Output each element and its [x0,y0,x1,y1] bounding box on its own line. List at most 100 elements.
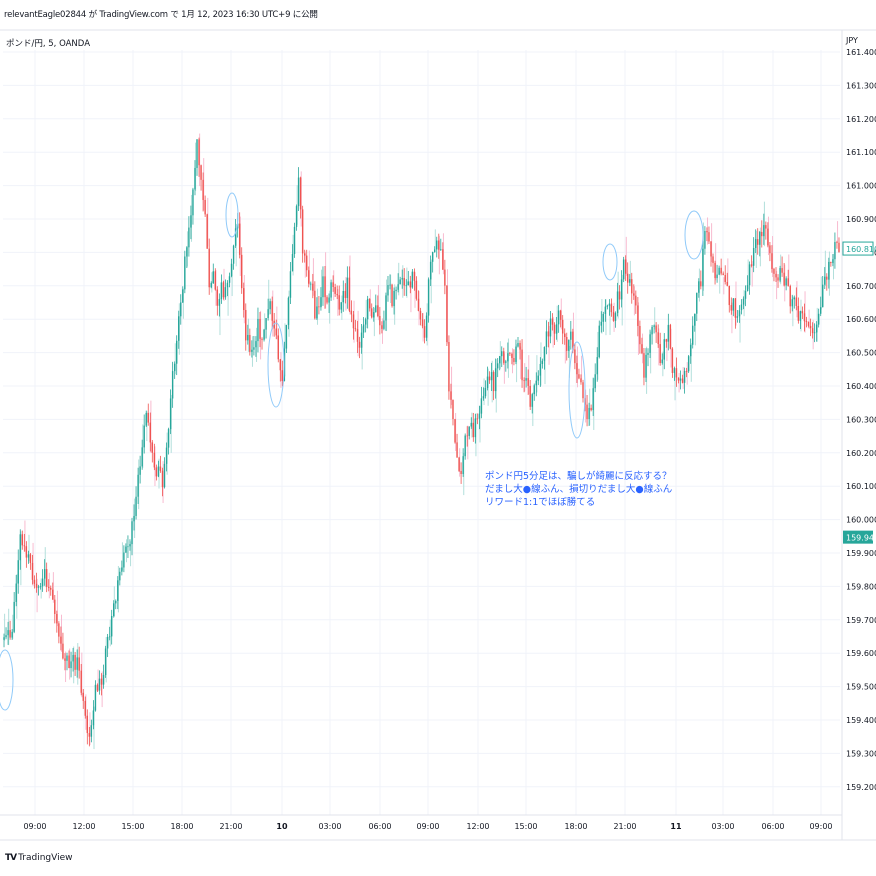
annotation-ellipse [0,649,14,711]
candle-body [708,232,710,242]
candle-body [180,302,182,317]
candle-body [474,418,477,438]
candle-body [598,325,600,358]
candle-body [62,643,64,659]
candle-body [572,331,574,350]
candle-body [561,319,564,334]
candle-body [594,374,596,389]
candle-body [612,312,615,321]
candle-body [696,292,698,314]
price-tick-label: 159.500 [846,683,876,692]
candle-body [742,298,745,305]
candle-body [108,636,111,638]
candle-body [529,385,531,407]
annotation-line: だまし大●線ふん、損切りだまし大●線ふん [485,483,672,495]
candle-body [133,515,135,522]
candle-body [210,283,212,288]
candle-body [11,631,13,638]
candle-body [352,314,355,329]
candle-body [714,262,716,279]
candle-body [602,313,605,322]
candle-body [238,223,241,255]
candle-body [763,225,765,237]
candle-body [425,315,428,338]
candle-body [222,282,225,298]
candle-body [600,321,603,326]
price-tick-label: 160.200 [846,449,876,458]
annotation-ellipse [267,322,285,408]
candle-body [23,545,26,547]
candle-body [507,353,509,362]
candle-body [35,583,38,588]
candle-body [791,299,793,307]
candle-body [308,270,310,284]
candle-body [433,249,436,253]
candle-body [334,286,336,294]
candle-body [251,349,253,352]
candle-body [289,271,292,298]
candle-body [576,363,578,375]
candle-body [407,281,410,286]
candle-body [291,253,294,272]
candle-body [608,303,611,306]
price-tick-label: 161.200 [846,115,876,124]
price-tick-label: 160.100 [846,482,876,491]
candle-body [50,587,52,590]
candle-body [47,586,50,588]
candle-body [157,466,160,477]
time-axis[interactable]: 09:00 12:00 15:00 18:00 21:00 10 03:00 06:00 09:… [23,822,832,831]
candle-body [137,474,139,497]
candle-body [681,378,684,383]
candle-body [196,139,198,168]
candle-body [60,636,62,644]
candle-body [171,371,174,399]
candle-body [316,306,318,319]
candle-body [773,268,775,274]
candle-body [149,422,151,443]
candle-body [492,372,495,392]
candle-body [458,457,460,471]
time-tick-label: 09:00 [416,822,439,831]
candle-body [531,394,533,407]
candle-body [815,324,818,333]
candle-body [381,325,383,329]
candle-body [777,277,779,281]
price-tick-label: 160.000 [846,516,876,525]
candle-body [324,276,326,298]
price-axis[interactable]: 161.400 161.300 161.200 161.100 161.000 160.9… [846,48,876,792]
candle-body [718,267,720,275]
candle-body [169,398,172,430]
candle-body [448,341,450,392]
candle-body [175,340,178,364]
candle-body [106,636,109,649]
candle-body [261,338,263,340]
candle-body [738,310,741,317]
currency-label: JPY [845,36,858,45]
candle-body [310,283,312,285]
candle-body [129,544,131,547]
candle-body [787,278,789,286]
candle-body [616,291,619,314]
candle-body [826,276,828,280]
candle-body [86,715,89,734]
candle-body [503,351,505,363]
candle-body [52,589,54,600]
candle-body [78,657,80,671]
candle-body [342,290,344,303]
candle-body [110,616,113,637]
candle-body [121,567,123,572]
candle-body [190,215,192,228]
candle-body [722,273,724,276]
annotation-ellipse [225,192,239,238]
candle-body [547,331,550,337]
symbol-label[interactable]: ポンド/円, 5, OANDA [6,39,91,49]
candle-body [119,571,121,581]
candle-body [775,273,777,278]
tradingview-logo-icon: TV [5,853,17,863]
candle-body [375,305,377,313]
time-tick-label: 21:00 [613,822,636,831]
candle-body [838,242,840,252]
candle-body [730,305,733,311]
candle-body [135,496,137,516]
